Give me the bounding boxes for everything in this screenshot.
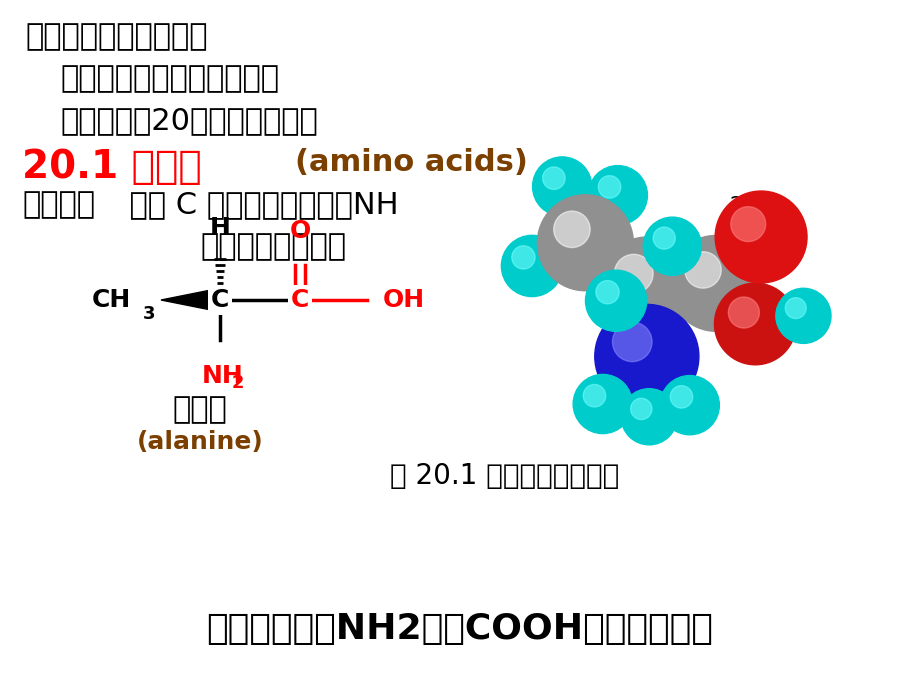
- Circle shape: [612, 322, 652, 362]
- Circle shape: [714, 191, 806, 283]
- Text: 蛋白质是甧20多种氨基酸构成: 蛋白质是甧20多种氨基酸构成: [60, 106, 317, 135]
- Circle shape: [652, 227, 675, 249]
- Text: 3: 3: [142, 305, 155, 323]
- Text: (alanine): (alanine): [137, 430, 263, 454]
- Circle shape: [660, 375, 719, 435]
- Circle shape: [594, 304, 698, 408]
- Circle shape: [620, 388, 676, 445]
- Circle shape: [668, 235, 764, 331]
- Text: 图 20.1 丙氨酸的分子模型: 图 20.1 丙氨酸的分子模型: [390, 462, 618, 490]
- Text: NH: NH: [202, 364, 244, 388]
- Circle shape: [553, 211, 589, 248]
- Circle shape: [785, 297, 805, 319]
- Circle shape: [584, 270, 646, 331]
- Circle shape: [597, 176, 620, 198]
- Text: H: H: [210, 216, 231, 240]
- Circle shape: [587, 166, 647, 225]
- Circle shape: [642, 217, 700, 275]
- Text: OH: OH: [382, 288, 425, 312]
- Circle shape: [670, 386, 692, 408]
- Text: C: C: [290, 288, 309, 312]
- Text: CH: CH: [92, 288, 130, 312]
- Circle shape: [614, 255, 652, 293]
- Circle shape: [775, 288, 830, 344]
- Text: 丙氨酸: 丙氨酸: [173, 395, 227, 424]
- Text: 氨基酸：: 氨基酸：: [22, 190, 95, 219]
- Circle shape: [714, 283, 795, 365]
- Text: 取代后的化合物。: 取代后的化合物。: [199, 232, 346, 261]
- Circle shape: [684, 252, 720, 288]
- Circle shape: [630, 398, 652, 420]
- Circle shape: [583, 384, 605, 407]
- Circle shape: [537, 195, 632, 290]
- Text: 生命的最基本的物质：: 生命的最基本的物质：: [25, 22, 208, 51]
- Text: 2: 2: [232, 374, 244, 392]
- Circle shape: [730, 206, 765, 242]
- Text: 罧酸 C 链上的氢原子被－NH: 罧酸 C 链上的氢原子被－NH: [110, 190, 398, 219]
- Circle shape: [728, 297, 758, 328]
- Text: 20.1 氨基酸: 20.1 氨基酸: [22, 148, 201, 186]
- Text: 分子中含有－NH2和－COOH两种官能团。: 分子中含有－NH2和－COOH两种官能团。: [207, 612, 712, 646]
- Text: C: C: [210, 288, 229, 312]
- Circle shape: [532, 157, 591, 216]
- Circle shape: [511, 246, 535, 269]
- Circle shape: [501, 235, 562, 297]
- Circle shape: [596, 281, 618, 304]
- Text: 蛋白质、核酸、多糖和脂质: 蛋白质、核酸、多糖和脂质: [60, 64, 278, 93]
- Text: O: O: [289, 219, 311, 243]
- Text: (amino acids): (amino acids): [295, 148, 528, 177]
- Circle shape: [542, 167, 564, 190]
- Text: 2: 2: [729, 196, 743, 216]
- Polygon shape: [161, 289, 216, 311]
- Circle shape: [573, 375, 631, 433]
- Circle shape: [596, 237, 698, 339]
